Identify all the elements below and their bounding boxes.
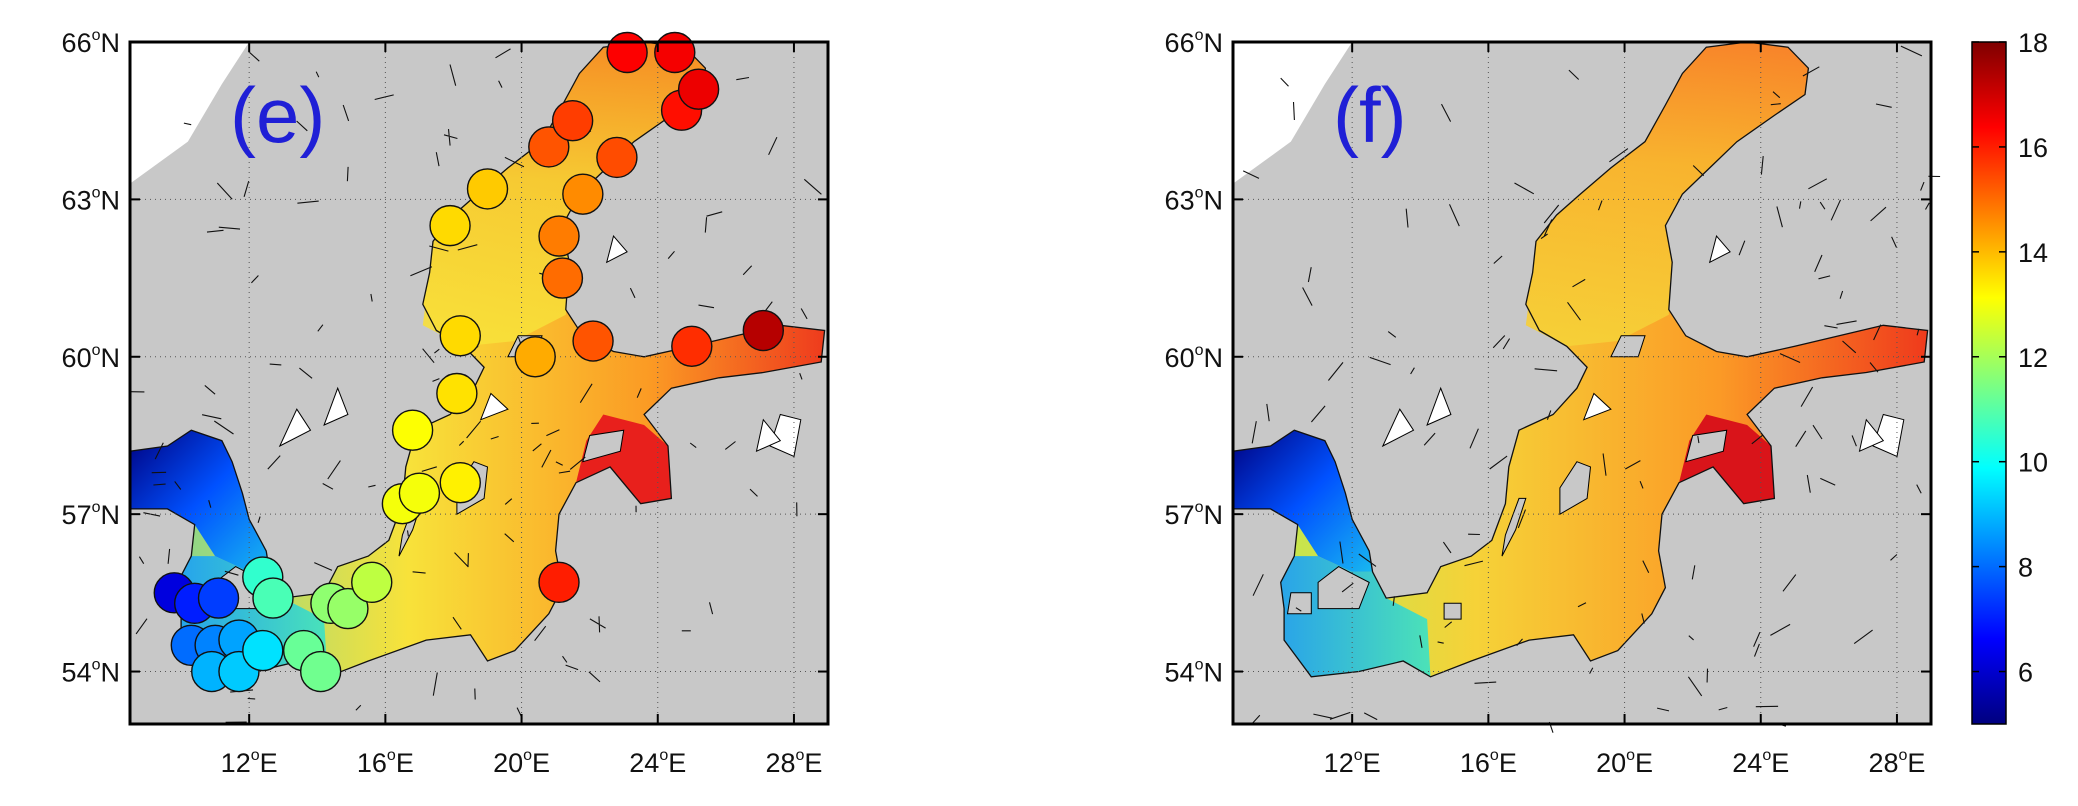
island <box>1286 592 1312 615</box>
coastline-fragments <box>1242 45 1941 733</box>
panel-label: (f) <box>1333 71 1407 159</box>
grid <box>130 41 828 724</box>
colorbar-tick-label: 12 <box>2018 343 2048 373</box>
colorbar-ticks: 18 16 14 12 10 8 6 <box>1972 28 2048 688</box>
station-marker <box>351 561 393 604</box>
lake <box>278 408 312 448</box>
station-marker <box>242 629 284 672</box>
colorbar-tick-label: 18 <box>2018 28 2048 58</box>
lon-tick-label: 12oE <box>1324 747 1381 778</box>
station-marker <box>398 472 441 514</box>
map-frame <box>128 40 830 726</box>
lon-tick-label: 12oE <box>221 747 278 778</box>
axes: 66oN 63oN 60oN 57oN 54oN 12oE 16oE 20oE 24oE 28oE <box>1165 27 1931 778</box>
station-marker <box>538 561 580 604</box>
lat-tick-label: 66oN <box>1165 27 1223 58</box>
colorbar-gradient <box>1971 41 2007 725</box>
station-marker <box>528 126 570 168</box>
lon-tick-label: 16oE <box>357 747 414 778</box>
island <box>1443 602 1462 620</box>
panel-e-map: 66oN 63oN 60oN 57oN 54oN 12oE 16oE 20oE 24oE 28oE… <box>62 27 830 778</box>
lon-tick-label: 28oE <box>1868 747 1925 778</box>
lat-tick-label: 66oN <box>62 27 120 58</box>
kattegat-skagerrak <box>130 430 270 572</box>
island <box>1872 413 1905 458</box>
lat-tick-label: 57oN <box>62 499 120 530</box>
station-marker <box>299 650 342 693</box>
lat-tick-label: 63oN <box>1165 184 1223 215</box>
station-marker <box>596 136 638 179</box>
island <box>1582 392 1612 421</box>
station-marker <box>466 168 509 210</box>
station-marker <box>197 577 240 619</box>
station-marker <box>439 315 481 357</box>
island <box>1317 566 1370 610</box>
lon-tick-label: 20oE <box>1596 747 1653 778</box>
colorbar: 18 16 14 12 10 8 6 <box>1971 28 2048 725</box>
kattegat-skagerrak <box>1233 430 1373 572</box>
station-marker <box>606 31 648 74</box>
lon-tick-label: 16oE <box>1460 747 1517 778</box>
grid <box>1233 41 1931 724</box>
island <box>582 429 625 463</box>
lake <box>605 235 628 264</box>
lon-tick-label: 20oE <box>493 747 550 778</box>
gulf-of-bothnia <box>1525 42 1809 347</box>
axes: 66oN 63oN 60oN 57oN 54oN 12oE 16oE 20oE 24oE 28oE <box>62 27 828 778</box>
station-marker <box>654 31 696 74</box>
colorbar-tick-label: 16 <box>2018 133 2048 163</box>
lat-tick-label: 60oN <box>62 342 120 373</box>
island <box>479 392 509 421</box>
map-frame <box>1231 40 1933 726</box>
colorbar-tick-label: 14 <box>2018 238 2048 268</box>
lat-tick-label: 57oN <box>1165 499 1223 530</box>
station-marker <box>252 577 294 619</box>
station-marker <box>572 320 614 362</box>
lake <box>1381 408 1415 448</box>
island <box>769 413 802 458</box>
lat-tick-label: 54oN <box>62 657 120 688</box>
station-marker <box>551 99 594 142</box>
station-marker <box>439 461 481 504</box>
panel-f-map: 66oN 63oN 60oN 57oN 54oN 12oE 16oE 20oE 24oE 28oE… <box>1165 27 1941 778</box>
station-marker <box>391 409 434 451</box>
panel-label: (e) <box>230 71 325 159</box>
station-marker <box>742 309 785 352</box>
lat-tick-label: 63oN <box>62 184 120 215</box>
island <box>1501 497 1527 557</box>
lon-tick-label: 28oE <box>765 747 822 778</box>
station-marker <box>671 325 713 367</box>
lake <box>1426 386 1452 426</box>
lake <box>323 386 349 426</box>
colorbar-tick-label: 10 <box>2018 448 2048 478</box>
station-marker <box>541 257 584 299</box>
lat-tick-label: 54oN <box>1165 657 1223 688</box>
island <box>1610 335 1646 358</box>
station-marker <box>514 336 556 378</box>
station-marker <box>538 215 580 257</box>
no-data-corner <box>1233 42 1353 184</box>
lake <box>755 418 782 453</box>
lat-tick-label: 60oN <box>1165 342 1223 373</box>
station-marker <box>677 68 720 110</box>
island <box>1685 429 1728 463</box>
coastline <box>1232 41 1929 678</box>
lake <box>1708 235 1731 264</box>
station-marker <box>562 173 604 215</box>
lon-tick-label: 24oE <box>1732 747 1789 778</box>
station-marker <box>436 372 478 415</box>
island <box>1559 461 1592 516</box>
station-marker <box>327 587 369 630</box>
colorbar-tick-label: 6 <box>2018 658 2033 688</box>
lon-tick-label: 24oE <box>629 747 686 778</box>
station-marker <box>429 204 471 247</box>
no-data-corner <box>130 42 250 184</box>
lake <box>1858 418 1885 453</box>
colorbar-tick-label: 8 <box>2018 553 2033 583</box>
